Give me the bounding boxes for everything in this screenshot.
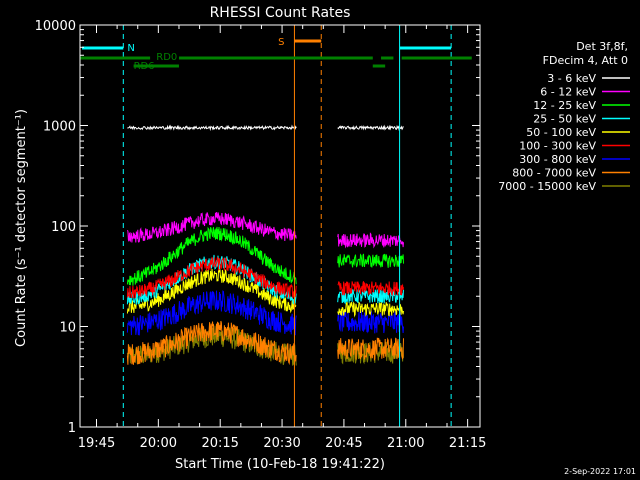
series-300-800kev (126, 290, 404, 336)
series-line-segment (337, 178, 404, 184)
data-layer (126, 124, 404, 366)
series-50-100kev (126, 268, 404, 318)
series-overlay-3-6kev (127, 124, 404, 132)
x-tick-label: 20:45 (325, 436, 362, 451)
x-tick-label: 20:15 (201, 436, 238, 451)
legend-entry-label: 7000 - 15000 keV (498, 180, 596, 193)
axes-layer: 1 10 100 1000 10000 19:45 20:00 20:15 20:30 20:45… (35, 19, 487, 451)
flag-label-s: S (278, 37, 284, 48)
legend-entry-label: 3 - 6 keV (547, 72, 596, 85)
flag-label-n: N (127, 43, 134, 54)
x-tick-label: 21:15 (449, 436, 486, 451)
chart-title: RHESSI Count Rates (210, 5, 351, 21)
series-line-segment (126, 320, 297, 366)
y-tick-label: 100 (51, 220, 76, 235)
legend-header-line-1: Det 3f,8f, (576, 40, 628, 53)
series-line-segment (126, 226, 297, 286)
legend-entry-label: 100 - 300 keV (519, 140, 596, 153)
series-line-segment (337, 232, 404, 249)
y-tick-label: 10 (59, 321, 76, 336)
legend-entry-label: 300 - 800 keV (519, 153, 596, 166)
legend-entry-label: 25 - 50 keV (533, 113, 596, 126)
attenuator-label-rd0: RD0 (156, 52, 177, 63)
series-800-7000kev (126, 320, 404, 366)
series-100-300kev (126, 257, 404, 299)
footer-date: 2-Sep-2022 17:01 (564, 467, 636, 476)
x-tick-label: 21:00 (387, 436, 424, 451)
x-tick-label: 20:00 (140, 436, 177, 451)
y-tick-label: 1000 (43, 120, 76, 135)
x-tick-label: 20:30 (263, 436, 300, 451)
series-6-12kev (126, 212, 404, 249)
y-tick-label: 10000 (35, 19, 76, 34)
legend-entry-label: 6 - 12 keV (540, 86, 596, 99)
series-line-segment (337, 337, 404, 362)
series-line-segment (126, 290, 297, 336)
series-line-segment (126, 212, 297, 243)
series-line-segment (126, 268, 297, 314)
series-line-segment (337, 301, 404, 318)
series-line-segment (126, 257, 297, 299)
legend-entry-label: 800 - 7000 keV (512, 167, 596, 180)
x-tick-label: 19:45 (78, 436, 115, 451)
series-line-segment (337, 124, 404, 132)
series-line-segment (337, 341, 404, 365)
x-axis-label: Start Time (10-Feb-18 19:41:22) (175, 457, 385, 472)
series-line-segment (337, 281, 404, 297)
legend-header-line-2: FDecim 4, Att 0 (543, 54, 628, 67)
y-axis-label: Count Rate (s⁻¹ detector segment⁻¹) (14, 109, 29, 347)
series-line-segment (127, 124, 297, 132)
series-line-segment (337, 253, 404, 268)
series-line-segment (337, 310, 404, 334)
legend-entry-label: 12 - 25 keV (533, 99, 596, 112)
attenuator-label-rd6: RD6 (134, 61, 155, 72)
y-tick-label: 1 (68, 421, 76, 436)
legend-entry-label: 50 - 100 keV (526, 126, 596, 139)
series-12-25kev (126, 226, 404, 286)
